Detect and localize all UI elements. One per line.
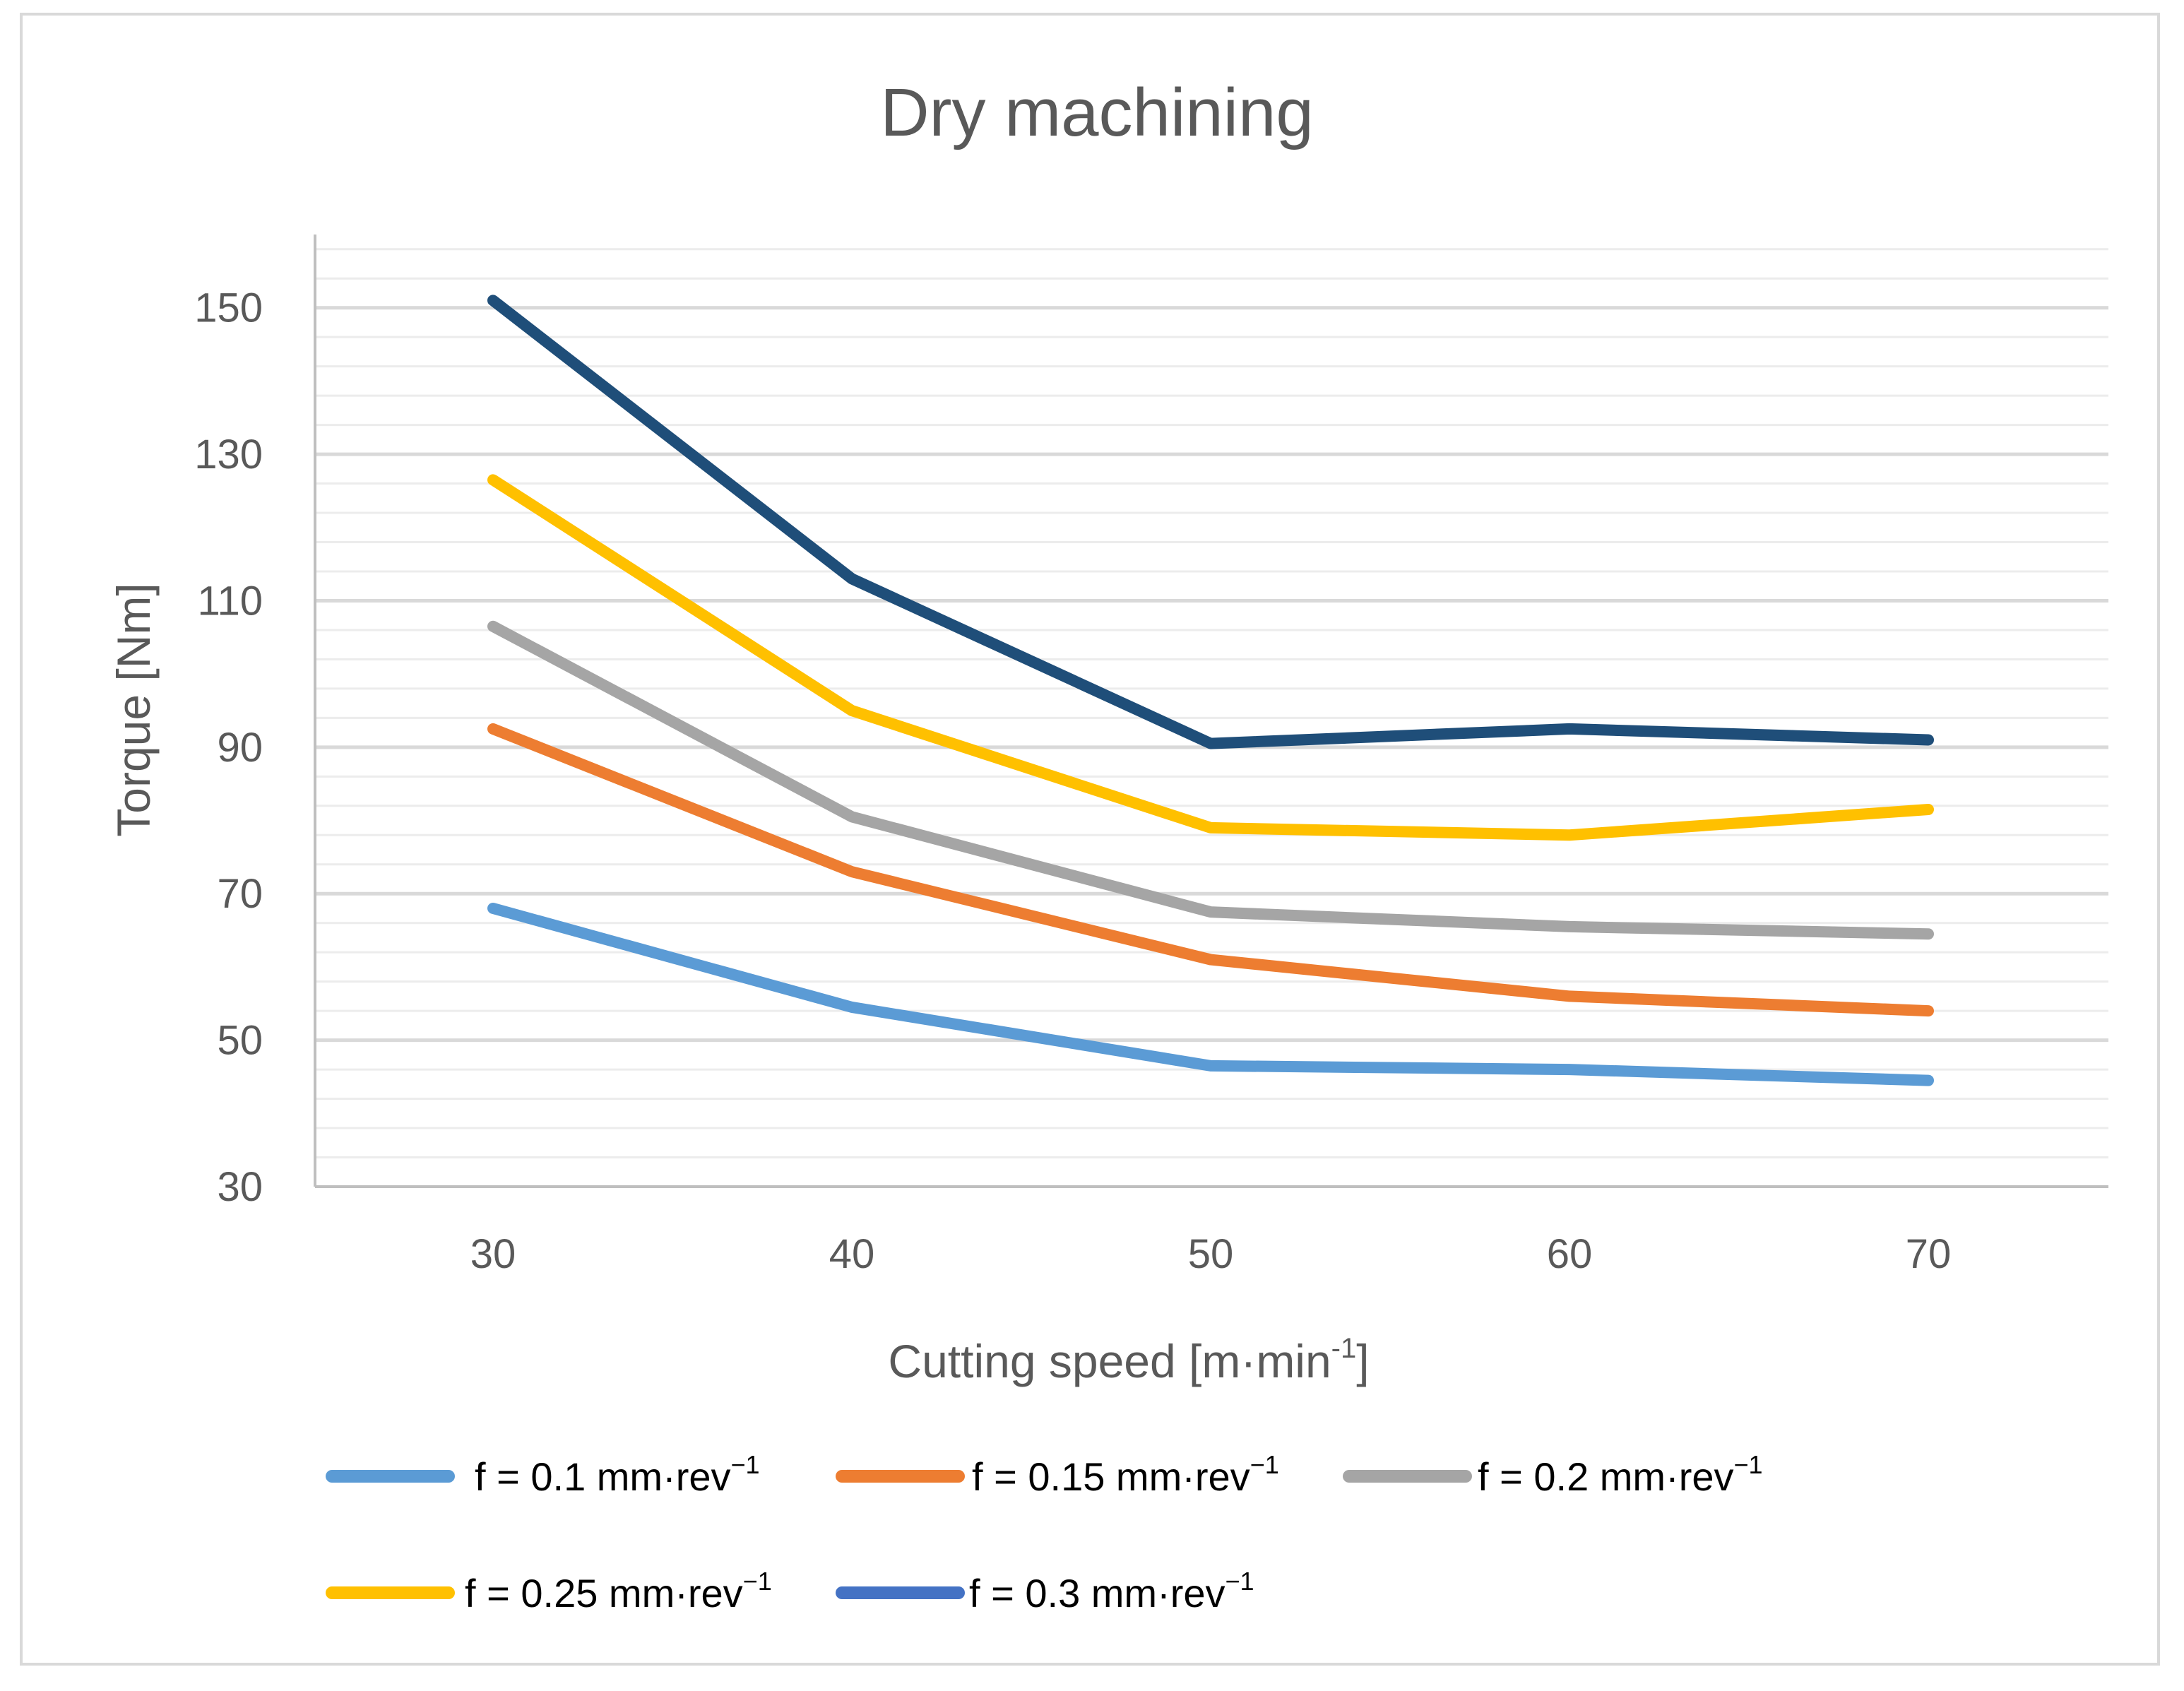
legend-item-1: f = 0.1 mm·rev−1: [326, 1450, 760, 1499]
x-tick-label: 50: [1188, 1231, 1234, 1277]
legend-item-4: f = 0.25 mm·rev−1: [326, 1567, 772, 1615]
series-line-1: [487, 902, 1934, 1086]
series-line-3: [487, 620, 1934, 940]
y-axis-label: Torque [Nm]: [107, 583, 160, 836]
series-line-2: [487, 723, 1934, 1017]
x-axis-ticks: 30 40 50 60 70: [470, 1231, 1952, 1277]
y-tick-label: 70: [217, 871, 263, 917]
x-tick-label: 40: [829, 1231, 875, 1277]
y-tick-label: 150: [194, 285, 263, 331]
legend: f = 0.1 mm·rev−1 f = 0.15 mm·rev−1 f = 0.2…: [326, 1450, 1763, 1615]
legend-label-sup: −1: [1225, 1567, 1254, 1596]
legend-label-sup: −1: [743, 1567, 772, 1596]
x-tick-label: 30: [470, 1231, 516, 1277]
legend-item-5: f = 0.3 mm·rev−1: [836, 1567, 1254, 1615]
legend-label-text: f = 0.1 mm·rev: [475, 1454, 731, 1499]
legend-label-text: f = 0.25 mm·rev: [465, 1571, 743, 1615]
legend-item-3: f = 0.2 mm·rev−1: [1343, 1450, 1763, 1499]
x-axis-label: Cutting speed [m·min-1]: [888, 1333, 1369, 1387]
series-line-5: [487, 295, 1934, 749]
legend-label: f = 0.15 mm·rev−1: [972, 1450, 1279, 1499]
y-axis-ticks: 30 50 70 90 110 130 150: [194, 285, 263, 1210]
legend-label: f = 0.3 mm·rev−1: [969, 1567, 1254, 1615]
legend-item-2: f = 0.15 mm·rev−1: [836, 1450, 1279, 1499]
legend-label-text: f = 0.15 mm·rev: [972, 1454, 1250, 1499]
x-axis-label-close: ]: [1356, 1335, 1369, 1387]
legend-label-text: f = 0.2 mm·rev: [1478, 1454, 1734, 1499]
x-tick-label: 60: [1547, 1231, 1593, 1277]
y-tick-label: 130: [194, 432, 263, 477]
y-tick-label: 50: [217, 1018, 263, 1064]
x-axis-label-text: Cutting speed [m·min: [888, 1335, 1331, 1387]
chart-frame: [20, 13, 2160, 1666]
legend-label: f = 0.2 mm·rev−1: [1478, 1450, 1763, 1499]
legend-label-sup: −1: [1734, 1450, 1763, 1479]
series-line-4: [487, 474, 1934, 841]
legend-label-sup: −1: [731, 1450, 760, 1479]
legend-label: f = 0.25 mm·rev−1: [465, 1567, 772, 1615]
y-tick-label: 30: [217, 1164, 263, 1210]
series-lines: [487, 295, 1934, 1086]
y-tick-label: 90: [217, 725, 263, 771]
legend-label-sup: −1: [1250, 1450, 1279, 1479]
chart-title: Dry machining: [880, 75, 1314, 150]
y-tick-label: 110: [198, 578, 263, 624]
axes: [314, 235, 2108, 1188]
legend-label: f = 0.1 mm·rev−1: [475, 1450, 760, 1499]
x-axis-label-sup: -1: [1331, 1333, 1357, 1364]
x-tick-label: 70: [1906, 1231, 1952, 1277]
gridlines: [315, 248, 2108, 1159]
legend-label-text: f = 0.3 mm·rev: [969, 1571, 1225, 1615]
